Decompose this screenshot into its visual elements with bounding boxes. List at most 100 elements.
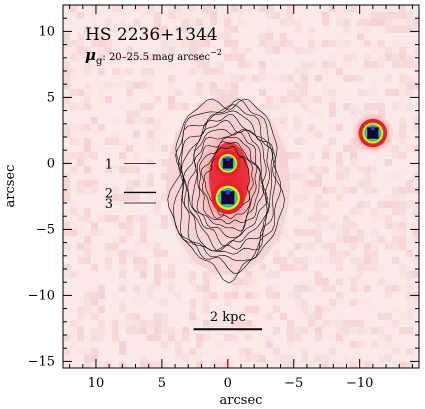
mag-range: : 20–25.5 mag arcsec [102, 52, 210, 63]
noise-pixel [126, 250, 133, 257]
noise-pixel [301, 194, 308, 201]
noise-pixel [301, 75, 308, 82]
noise-pixel [399, 327, 406, 334]
noise-pixel [357, 68, 364, 75]
knot-core [222, 158, 233, 169]
noise-pixel [168, 285, 175, 292]
noise-pixel [168, 5, 175, 12]
noise-pixel [70, 166, 77, 173]
noise-pixel [406, 187, 413, 194]
noise-pixel [161, 299, 168, 306]
noise-pixel [371, 82, 378, 89]
noise-pixel [154, 243, 161, 250]
noise-pixel [343, 26, 350, 33]
noise-pixel [203, 306, 210, 313]
noise-pixel [252, 320, 259, 327]
noise-pixel [399, 47, 406, 54]
noise-pixel [378, 334, 385, 341]
noise-pixel [280, 19, 287, 26]
noise-pixel [259, 5, 266, 12]
noise-pixel [329, 54, 336, 61]
noise-pixel [189, 278, 196, 285]
noise-pixel [70, 201, 77, 208]
noise-pixel [77, 89, 84, 96]
noise-pixel [287, 131, 294, 138]
noise-pixel [119, 236, 126, 243]
noise-pixel [77, 159, 84, 166]
noise-pixel [196, 362, 203, 368]
contour-line [196, 137, 261, 232]
noise-pixel [105, 257, 112, 264]
noise-pixel [140, 229, 147, 236]
noise-pixel [84, 89, 91, 96]
noise-pixel [308, 47, 315, 54]
noise-pixel [154, 208, 161, 215]
noise-pixel [336, 222, 343, 229]
noise-pixel [154, 33, 161, 40]
noise-pixel [378, 355, 385, 362]
y-axis-title: arcsec [3, 165, 18, 208]
noise-pixel [343, 33, 350, 40]
noise-pixel [203, 320, 210, 327]
noise-pixel [329, 250, 336, 257]
noise-pixel [63, 159, 70, 166]
noise-pixel [112, 166, 119, 173]
noise-pixel [91, 355, 98, 362]
noise-pixel [203, 68, 210, 75]
noise-pixel [91, 229, 98, 236]
noise-pixel [357, 257, 364, 264]
noise-pixel [350, 5, 357, 12]
contour-line [198, 141, 258, 225]
noise-pixel [77, 313, 84, 320]
noise-pixel [77, 257, 84, 264]
noise-pixel [196, 54, 203, 61]
noise-pixel [217, 362, 224, 368]
noise-pixel [406, 278, 413, 285]
noise-pixel [413, 222, 419, 229]
noise-pixel [294, 89, 301, 96]
noise-pixel [84, 96, 91, 103]
noise-pixel [224, 334, 231, 341]
noise-pixel [133, 285, 140, 292]
noise-pixel [231, 278, 238, 285]
noise-pixel [84, 124, 91, 131]
noise-pixel [133, 82, 140, 89]
noise-pixel [294, 68, 301, 75]
noise-pixel [392, 61, 399, 68]
noise-pixel [343, 250, 350, 257]
noise-pixel [315, 110, 322, 117]
noise-pixel [378, 40, 385, 47]
noise-pixel [385, 47, 392, 54]
noise-pixel [322, 215, 329, 222]
noise-pixel [119, 271, 126, 278]
noise-pixel [287, 341, 294, 348]
noise-pixel [266, 96, 273, 103]
noise-pixel [343, 236, 350, 243]
noise-pixel [245, 82, 252, 89]
noise-pixel [210, 19, 217, 26]
noise-pixel [154, 278, 161, 285]
noise-pixel [91, 40, 98, 47]
noise-pixel [308, 96, 315, 103]
noise-pixel [182, 26, 189, 33]
noise-pixel [399, 362, 406, 368]
noise-pixel [259, 68, 266, 75]
knot-marker-1: 1 [105, 157, 156, 172]
noise-pixel [63, 208, 70, 215]
noise-pixel [406, 292, 413, 299]
noise-pixel [84, 215, 91, 222]
noise-pixel [63, 103, 70, 110]
noise-pixel [133, 152, 140, 159]
noise-pixel [364, 264, 371, 271]
noise-pixel [364, 61, 371, 68]
noise-pixel [294, 26, 301, 33]
noise-pixel [126, 26, 133, 33]
noise-pixel [126, 89, 133, 96]
noise-pixel [266, 313, 273, 320]
noise-pixel [301, 89, 308, 96]
noise-pixel [413, 208, 419, 215]
noise-pixel [294, 243, 301, 250]
noise-pixel [406, 26, 413, 33]
noise-pixel [119, 19, 126, 26]
bright-knots [211, 111, 395, 215]
